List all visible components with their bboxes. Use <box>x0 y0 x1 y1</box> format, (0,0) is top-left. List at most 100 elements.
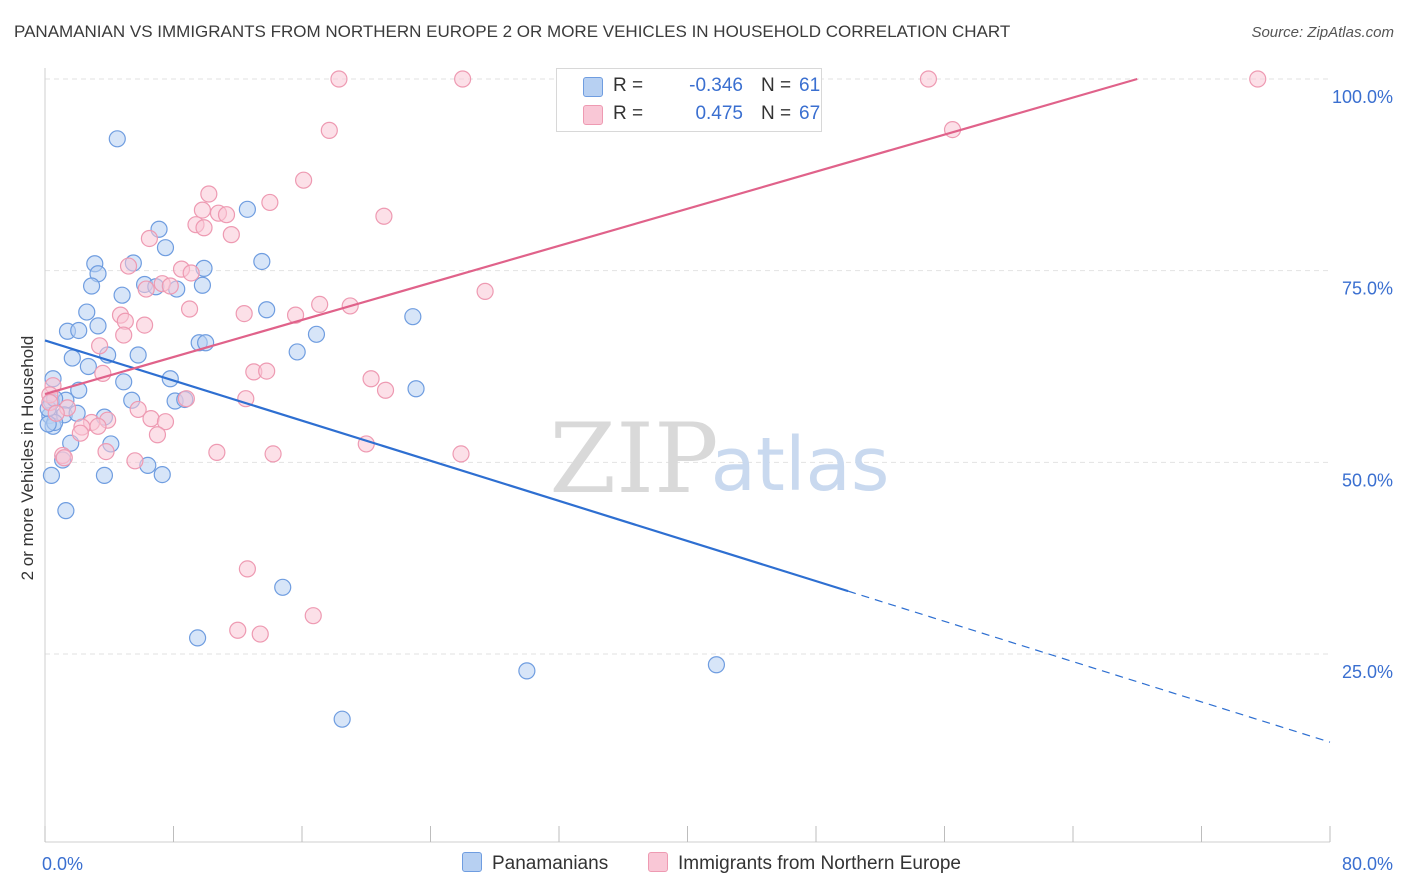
legend-r-value: -0.346 <box>689 75 743 96</box>
data-point <box>476 282 494 300</box>
data-point <box>452 445 470 463</box>
data-point <box>208 443 226 461</box>
y-tick-label: 50.0% <box>1342 470 1393 490</box>
data-point <box>70 321 88 340</box>
watermark-zip: ZIP <box>549 403 718 515</box>
source-label: Source: ZipAtlas.com <box>1251 24 1394 41</box>
data-point <box>304 607 322 625</box>
x-tick-label: 80.0% <box>1342 854 1393 874</box>
data-point <box>71 424 89 442</box>
data-point <box>274 578 292 596</box>
data-point <box>195 219 213 237</box>
data-point <box>42 466 61 484</box>
data-point <box>78 303 96 321</box>
y-tick-label: 75.0% <box>1342 279 1393 299</box>
legend-n-value: 67 <box>799 103 821 124</box>
data-point <box>261 193 279 212</box>
data-point <box>295 171 313 189</box>
data-point <box>235 305 253 323</box>
data-point <box>161 277 179 295</box>
data-point <box>229 621 247 639</box>
legend-n-label: N = <box>761 103 792 124</box>
legend-swatch-blue <box>583 77 603 97</box>
tick-labels: 25.0% 50.0% 75.0% 100.0% 0.0% 80.0% <box>42 87 1393 874</box>
trend-line-blue <box>44 339 849 593</box>
data-point <box>286 306 305 324</box>
data-point <box>333 710 351 728</box>
legend-n-label: N = <box>761 75 792 96</box>
data-point <box>264 445 282 463</box>
data-point <box>253 252 271 271</box>
data-point <box>137 280 155 298</box>
data-point <box>91 337 109 355</box>
data-point <box>57 502 75 520</box>
data-point <box>362 370 380 388</box>
legend-swatch-pink <box>583 105 603 125</box>
data-point <box>126 452 144 470</box>
data-point <box>238 200 256 218</box>
legend-item-northern-europe[interactable]: Immigrants from Northern Europe <box>648 852 961 875</box>
data-point <box>217 206 236 224</box>
data-point <box>404 308 422 326</box>
legend-n-value: 61 <box>799 75 821 96</box>
data-point <box>330 70 348 88</box>
data-point <box>140 229 159 248</box>
watermark-atlas: atlas <box>711 422 890 508</box>
data-point <box>115 373 133 391</box>
data-point <box>135 316 154 334</box>
legend-item-panamanians[interactable]: Panamanians <box>462 852 608 875</box>
data-point <box>79 357 97 376</box>
data-point <box>707 656 726 674</box>
data-point <box>55 449 73 467</box>
data-point <box>63 349 81 367</box>
data-point <box>95 466 114 484</box>
correlation-legend: R = -0.346 N = 61 R = 0.475 N = 67 <box>556 68 822 132</box>
data-point <box>153 466 171 484</box>
data-point <box>258 362 276 380</box>
axes <box>44 68 1331 843</box>
legend-r-label: R = <box>613 75 644 96</box>
data-point <box>129 400 147 419</box>
data-point <box>47 404 65 422</box>
data-point <box>1249 70 1267 88</box>
legend-r-label: R = <box>613 103 644 124</box>
data-point <box>188 629 207 647</box>
data-point <box>156 413 175 431</box>
data-point <box>518 662 536 680</box>
data-point <box>156 239 175 257</box>
data-point <box>238 560 256 578</box>
data-point <box>119 257 138 275</box>
data-point <box>177 390 195 408</box>
data-point <box>251 625 269 643</box>
data-point <box>129 346 147 364</box>
data-point <box>115 326 133 344</box>
data-point <box>142 410 160 428</box>
data-point <box>311 295 329 313</box>
data-point <box>89 317 107 335</box>
data-point <box>222 226 240 244</box>
data-point <box>407 380 425 398</box>
grid-lines <box>45 78 1330 655</box>
data-point <box>307 325 326 343</box>
legend-label-northern-europe: Immigrants from Northern Europe <box>678 853 961 874</box>
legend-label-panamanians: Panamanians <box>492 853 609 874</box>
data-point <box>193 201 212 219</box>
trend-line-pink <box>44 77 1138 396</box>
data-point <box>82 277 101 295</box>
data-point <box>320 121 338 139</box>
legend-swatch-pink <box>648 852 668 872</box>
data-point <box>89 417 107 435</box>
y-tick-label: 100.0% <box>1332 87 1393 107</box>
series-northern-europe <box>41 70 1267 643</box>
trend-lines <box>44 77 1331 743</box>
x-tick-label: 0.0% <box>42 854 83 874</box>
y-tick-label: 25.0% <box>1342 662 1393 682</box>
data-point <box>258 301 276 319</box>
y-axis-label: 2 or more Vehicles in Household <box>18 335 37 581</box>
data-point <box>182 264 200 282</box>
data-point <box>148 426 167 444</box>
data-point <box>376 381 395 399</box>
data-point <box>200 185 218 203</box>
data-point <box>288 343 306 361</box>
